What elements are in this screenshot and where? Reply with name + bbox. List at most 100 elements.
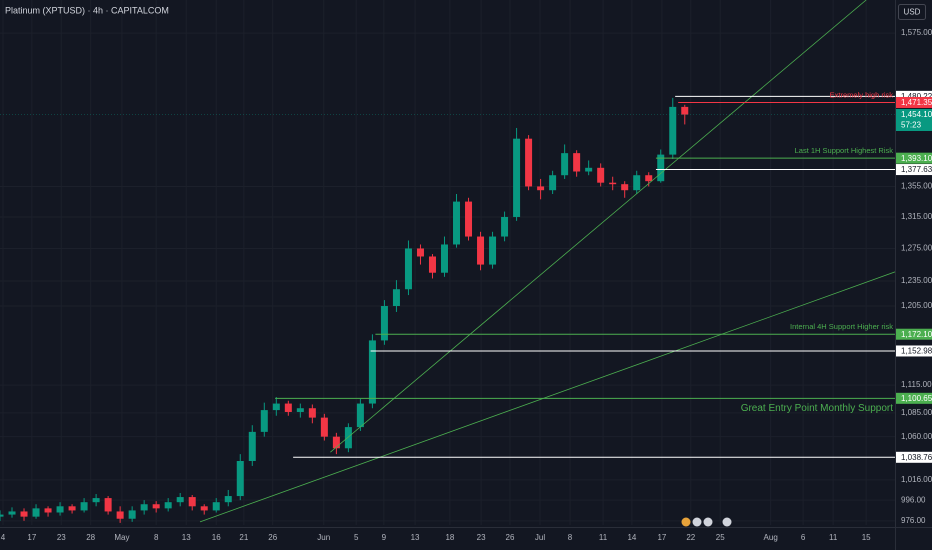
price-tag (896, 109, 932, 132)
price-tag-label: 1,172.10 (901, 330, 932, 339)
candle-body (140, 504, 148, 511)
event-icon[interactable] (722, 517, 732, 527)
x-tick-label: 13 (182, 533, 191, 542)
candle-body (56, 506, 64, 513)
x-tick-label: 23 (477, 533, 486, 542)
x-tick-label: 4 (1, 533, 6, 542)
currency-button[interactable] (898, 4, 926, 20)
candle-body (152, 504, 160, 509)
x-tick-label: Aug (764, 533, 778, 542)
price-tag (896, 345, 932, 357)
candle-body (428, 256, 436, 273)
candle-body (284, 403, 292, 412)
candle-body (501, 216, 509, 237)
x-tick-label: 26 (268, 533, 277, 542)
candle-body (585, 167, 593, 172)
event-icons (681, 517, 732, 527)
x-tick-label: 17 (657, 533, 666, 542)
candle-body (440, 244, 448, 273)
price-tag-label: 1,100.65 (901, 394, 932, 403)
line-label: Extremely high risk (830, 90, 894, 99)
candle-body (224, 496, 232, 503)
y-tick-label: 976.00 (901, 516, 926, 525)
candle-body (356, 403, 364, 428)
x-tick-label: 11 (599, 533, 608, 542)
candle-body (44, 508, 52, 513)
candle-body (380, 306, 388, 341)
candle-body (657, 154, 665, 182)
candle-body (0, 514, 4, 517)
line-label: Internal 4H Support Higher risk (790, 322, 893, 331)
candle-body (164, 502, 172, 509)
candle-body (8, 511, 16, 515)
price-tag-label: 1,152.98 (901, 347, 932, 356)
x-tick-label: 14 (627, 533, 636, 542)
grid (0, 0, 895, 525)
candle-body (92, 498, 100, 503)
y-tick-label: 1,235.00 (901, 276, 932, 285)
candle-body (116, 511, 124, 519)
x-tick-label: 13 (411, 533, 420, 542)
x-tick-label: 23 (57, 533, 66, 542)
event-icon[interactable] (692, 517, 702, 527)
candle-body (272, 403, 280, 411)
price-tag-label: 1,393.10 (901, 154, 932, 163)
y-tick-label: 1,575.00 (901, 28, 932, 37)
candle-body (332, 436, 340, 449)
y-tick-label: 1,315.00 (901, 212, 932, 221)
candle-body (104, 498, 112, 512)
candle-body (465, 201, 473, 237)
y-tick-label: 1,016.00 (901, 475, 932, 484)
x-tick-label: 8 (154, 533, 159, 542)
candle-body (392, 289, 400, 307)
overlays: Extremely high risk Last 1H Support Highe… (0, 0, 896, 523)
candle-body (188, 497, 196, 507)
trend-line (199, 271, 896, 523)
price-tag (896, 451, 932, 463)
candle-body (128, 510, 136, 519)
candle-body (236, 460, 244, 497)
x-tick-label: 16 (212, 533, 221, 542)
candle-body (453, 201, 461, 245)
x-tick-label: 21 (239, 533, 248, 542)
candle-body (296, 408, 304, 412)
price-tag-label: 1,471.35 (901, 98, 932, 107)
currency: USD (904, 8, 921, 17)
x-tick-label: Jul (535, 533, 545, 542)
candle-body (80, 502, 88, 511)
y-tick-label: 996.00 (901, 495, 926, 504)
event-icon[interactable] (681, 517, 691, 527)
candle-body (200, 506, 208, 511)
candle-body (537, 186, 545, 191)
candle-body (477, 236, 485, 265)
price-tag (896, 90, 932, 102)
candle-body (176, 497, 184, 503)
price-tag-label: 1,454.10 (901, 110, 932, 119)
y-tick-label: 1,085.00 (901, 408, 932, 417)
price-tag-label: 1,480.22 (901, 92, 932, 101)
x-tick-label: 5 (354, 533, 359, 542)
x-tick-label: 15 (862, 533, 871, 542)
x-tick-label: 11 (829, 533, 838, 542)
candle-body (561, 153, 569, 176)
candle-body (525, 138, 533, 187)
candle-body (609, 182, 617, 185)
y-tick-label: 1,060.00 (901, 432, 932, 441)
candle-body (308, 408, 316, 418)
candle-body (416, 248, 424, 257)
x-tick-label: 8 (568, 533, 573, 542)
price-tag-label: 1,377.63 (901, 165, 932, 174)
price-tag-label: 1,038.76 (901, 453, 932, 462)
x-tick-label: 17 (27, 533, 36, 542)
candle-body (20, 511, 28, 517)
x-tick-label: 9 (382, 533, 387, 542)
candle-body (513, 138, 521, 217)
price-tag (896, 96, 932, 108)
price-tag (896, 152, 932, 164)
candle-body (248, 431, 256, 461)
event-icon[interactable] (703, 517, 713, 527)
x-tick-label: 18 (445, 533, 454, 542)
x-tick-label: 22 (686, 533, 695, 542)
x-tick-label: Jun (317, 533, 330, 542)
